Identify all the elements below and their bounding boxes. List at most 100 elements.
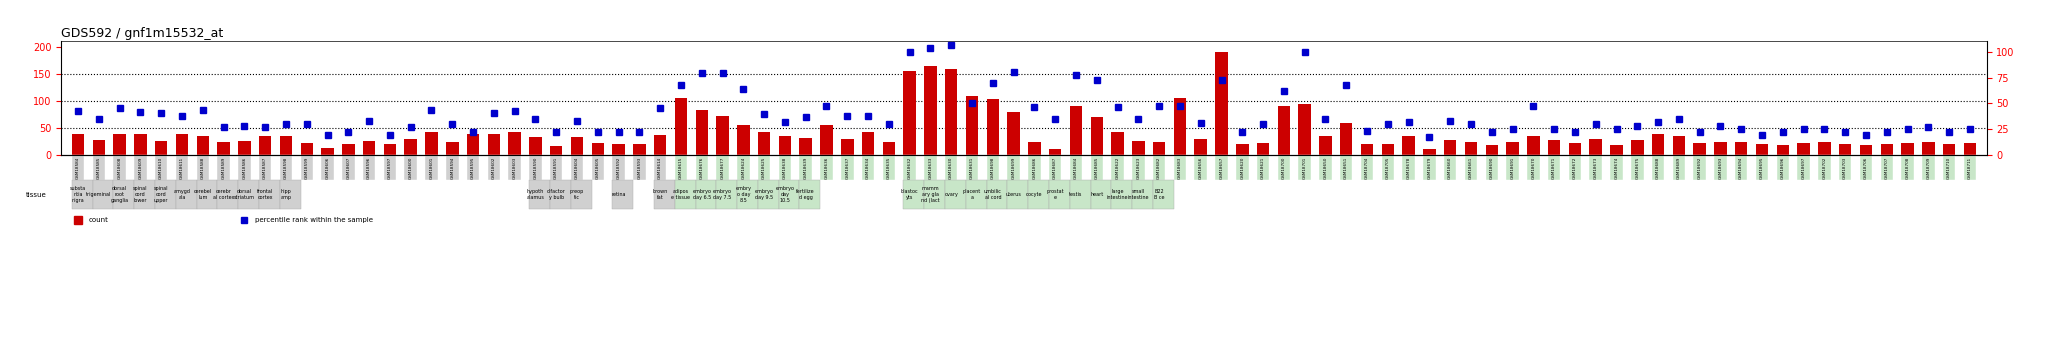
Bar — [987, 99, 999, 155]
Text: embryo
day 6.5: embryo day 6.5 — [692, 189, 711, 200]
Text: GDS592 / gnf1m15532_at: GDS592 / gnf1m15532_at — [61, 27, 223, 40]
FancyBboxPatch shape — [1653, 155, 1665, 180]
Text: embryo
day 9.5: embryo day 9.5 — [754, 189, 774, 200]
Text: amygd
ala: amygd ala — [174, 189, 190, 200]
FancyBboxPatch shape — [944, 155, 958, 180]
Text: GSM18586: GSM18586 — [242, 156, 246, 179]
Bar — [1673, 136, 1686, 155]
Text: GSM18610: GSM18610 — [160, 156, 164, 179]
Bar — [1090, 117, 1104, 155]
FancyBboxPatch shape — [883, 155, 895, 180]
FancyBboxPatch shape — [967, 180, 987, 209]
FancyBboxPatch shape — [197, 155, 209, 180]
Text: GSM18623: GSM18623 — [1137, 156, 1141, 179]
FancyBboxPatch shape — [696, 180, 717, 209]
FancyBboxPatch shape — [1049, 155, 1061, 180]
FancyBboxPatch shape — [238, 155, 250, 180]
Text: trigeminal: trigeminal — [86, 192, 111, 197]
Text: GSM18590: GSM18590 — [532, 156, 537, 179]
Bar — [403, 139, 418, 155]
Text: GSM18656: GSM18656 — [1198, 156, 1202, 179]
FancyBboxPatch shape — [967, 155, 979, 180]
Text: GSM18615: GSM18615 — [680, 156, 682, 179]
Text: GSM18604: GSM18604 — [575, 156, 580, 179]
Text: GSM18676: GSM18676 — [700, 156, 705, 179]
Text: GSM18677: GSM18677 — [721, 156, 725, 179]
FancyBboxPatch shape — [674, 180, 696, 209]
Text: oocyte: oocyte — [1026, 192, 1042, 197]
FancyBboxPatch shape — [281, 180, 301, 209]
Text: GSM18698: GSM18698 — [991, 156, 995, 179]
Text: GSM18624: GSM18624 — [741, 156, 745, 179]
FancyBboxPatch shape — [778, 155, 791, 180]
Text: dorsal
root
ganglia: dorsal root ganglia — [111, 186, 129, 203]
Text: GSM18633: GSM18633 — [928, 156, 932, 179]
Text: GSM18692: GSM18692 — [1698, 156, 1702, 179]
FancyBboxPatch shape — [1610, 155, 1622, 180]
Bar — [758, 132, 770, 155]
FancyBboxPatch shape — [1008, 180, 1028, 209]
FancyBboxPatch shape — [987, 155, 999, 180]
FancyBboxPatch shape — [1714, 155, 1726, 180]
Bar — [426, 132, 438, 155]
Text: GSM18688: GSM18688 — [1657, 156, 1661, 179]
Text: uterus: uterus — [1006, 192, 1022, 197]
FancyBboxPatch shape — [612, 155, 625, 180]
Bar — [717, 116, 729, 155]
FancyBboxPatch shape — [1194, 155, 1206, 180]
FancyBboxPatch shape — [217, 180, 238, 209]
FancyBboxPatch shape — [1278, 155, 1290, 180]
Text: B22
B ce: B22 B ce — [1153, 189, 1165, 200]
FancyBboxPatch shape — [1257, 155, 1270, 180]
Bar — [1880, 145, 1892, 155]
FancyBboxPatch shape — [1214, 155, 1227, 180]
Bar — [487, 134, 500, 155]
Bar — [1901, 143, 1913, 155]
Text: retina: retina — [612, 192, 627, 197]
Text: GSM18695: GSM18695 — [1759, 156, 1763, 179]
Text: GSM18705: GSM18705 — [1386, 156, 1391, 179]
Bar — [1153, 142, 1165, 155]
Bar — [1610, 146, 1622, 155]
FancyBboxPatch shape — [1548, 155, 1561, 180]
Bar — [1133, 141, 1145, 155]
Bar — [156, 141, 168, 155]
Text: GSM18609: GSM18609 — [139, 156, 143, 179]
FancyBboxPatch shape — [1755, 155, 1767, 180]
Text: GSM18621: GSM18621 — [1262, 156, 1266, 179]
Text: spinal
cord
upper: spinal cord upper — [154, 186, 168, 203]
FancyBboxPatch shape — [696, 155, 709, 180]
FancyBboxPatch shape — [197, 180, 217, 209]
Bar — [1423, 149, 1436, 155]
FancyBboxPatch shape — [1776, 155, 1790, 180]
FancyBboxPatch shape — [508, 155, 520, 180]
Bar — [696, 110, 709, 155]
FancyBboxPatch shape — [403, 155, 418, 180]
Bar — [1298, 104, 1311, 155]
Text: GSM18699: GSM18699 — [1012, 156, 1016, 179]
FancyBboxPatch shape — [446, 155, 459, 180]
FancyBboxPatch shape — [778, 180, 799, 209]
FancyBboxPatch shape — [1069, 155, 1081, 180]
FancyBboxPatch shape — [799, 180, 821, 209]
Text: GSM18697: GSM18697 — [1802, 156, 1806, 179]
FancyBboxPatch shape — [113, 155, 125, 180]
FancyBboxPatch shape — [92, 155, 104, 180]
FancyBboxPatch shape — [1298, 155, 1311, 180]
Text: GSM18622: GSM18622 — [1116, 156, 1120, 179]
Text: cerebr
al cortex: cerebr al cortex — [213, 189, 233, 200]
FancyBboxPatch shape — [737, 180, 758, 209]
Bar — [1944, 145, 1956, 155]
Bar — [135, 134, 147, 155]
FancyBboxPatch shape — [1069, 180, 1090, 209]
Text: GSM18696: GSM18696 — [1782, 156, 1784, 179]
Text: GSM18689: GSM18689 — [1677, 156, 1681, 179]
FancyBboxPatch shape — [1174, 155, 1186, 180]
Text: embryo
day
10.5: embryo day 10.5 — [776, 186, 795, 203]
FancyBboxPatch shape — [72, 180, 92, 209]
FancyBboxPatch shape — [821, 155, 834, 180]
Bar — [1548, 140, 1561, 155]
FancyBboxPatch shape — [717, 180, 737, 209]
FancyBboxPatch shape — [1237, 155, 1249, 180]
FancyBboxPatch shape — [1153, 180, 1174, 209]
